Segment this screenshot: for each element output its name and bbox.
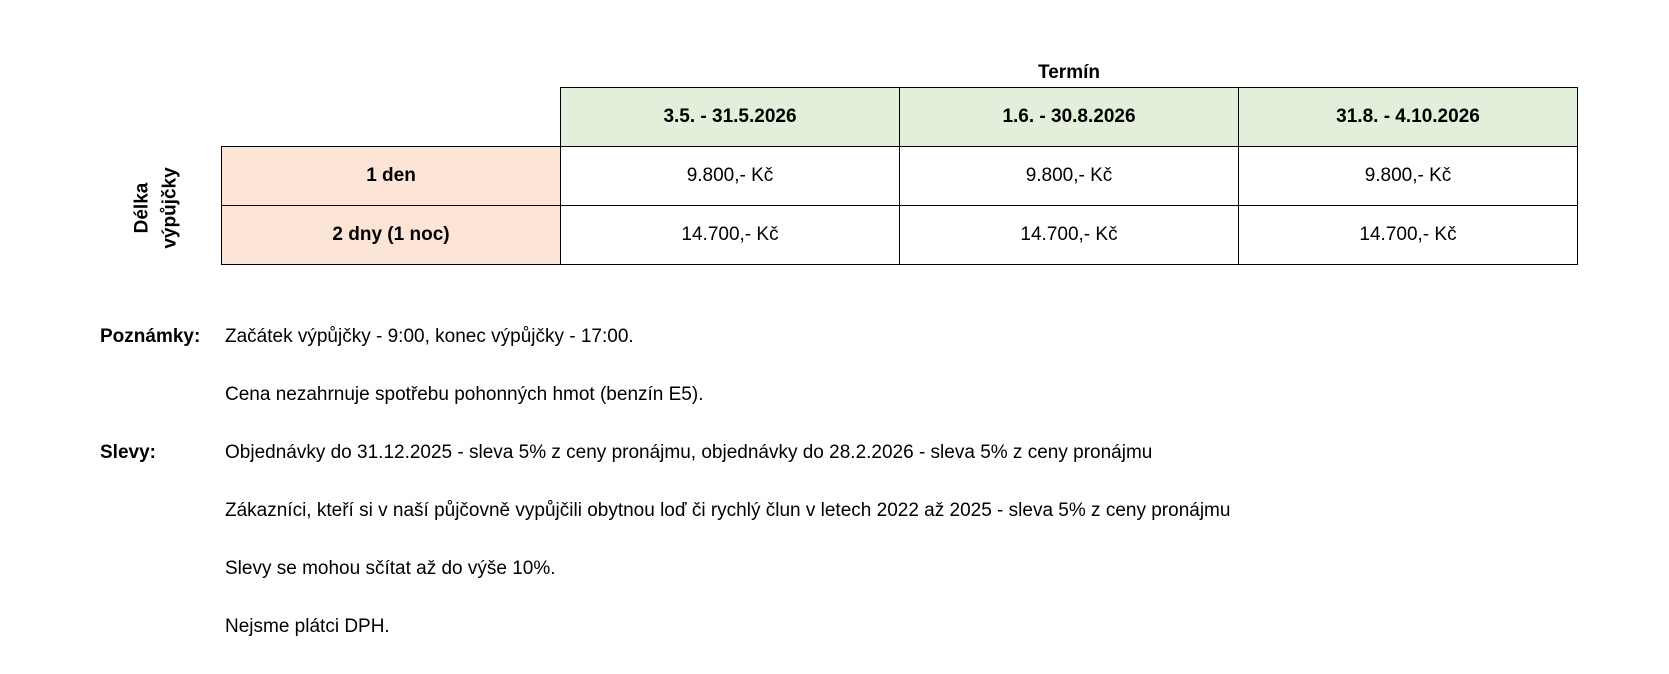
termin-header: Termín bbox=[1038, 62, 1100, 83]
notes-label: Poznámky: bbox=[100, 326, 201, 347]
column-header-autumn: 31.8. - 4.10.2026 bbox=[1238, 87, 1578, 147]
note-text: Začátek výpůjčky - 9:00, konec výpůjčky … bbox=[225, 326, 634, 347]
price-cell: 14.700,- Kč bbox=[1238, 205, 1578, 265]
column-header-may: 3.5. - 31.5.2026 bbox=[560, 87, 900, 147]
price-table-header-row: 3.5. - 31.5.2026 1.6. - 30.8.2026 31.8. … bbox=[222, 87, 1578, 147]
note-text: Cena nezahrnuje spotřebu pohonných hmot … bbox=[225, 384, 704, 405]
rental-length-label-line2: výpůjčky bbox=[160, 167, 182, 249]
discounts-label: Slevy: bbox=[100, 442, 156, 463]
price-cell: 9.800,- Kč bbox=[1238, 146, 1578, 206]
price-table: 3.5. - 31.5.2026 1.6. - 30.8.2026 31.8. … bbox=[221, 87, 1578, 265]
rental-length-label-line1: Délka bbox=[132, 182, 154, 234]
table-corner-empty bbox=[222, 88, 561, 147]
price-cell: 14.700,- Kč bbox=[899, 205, 1239, 265]
price-cell: 9.800,- Kč bbox=[560, 146, 900, 206]
price-cell: 9.800,- Kč bbox=[899, 146, 1239, 206]
price-cell: 14.700,- Kč bbox=[560, 205, 900, 265]
column-header-summer: 1.6. - 30.8.2026 bbox=[899, 87, 1239, 147]
table-row: 2 dny (1 noc) 14.700,- Kč 14.700,- Kč 14… bbox=[221, 205, 1578, 265]
row-header-1-day: 1 den bbox=[221, 146, 561, 206]
discount-text: Objednávky do 31.12.2025 - sleva 5% z ce… bbox=[225, 442, 1153, 463]
vat-note-text: Nejsme plátci DPH. bbox=[225, 616, 390, 637]
table-row: 1 den 9.800,- Kč 9.800,- Kč 9.800,- Kč bbox=[221, 146, 1578, 206]
discount-text: Zákazníci, kteří si v naší půjčovně vypů… bbox=[225, 500, 1231, 521]
rental-length-label: Délka výpůjčky bbox=[132, 148, 182, 268]
row-header-2-days: 2 dny (1 noc) bbox=[221, 205, 561, 265]
discount-text: Slevy se mohou sčítat až do výše 10%. bbox=[225, 558, 556, 579]
